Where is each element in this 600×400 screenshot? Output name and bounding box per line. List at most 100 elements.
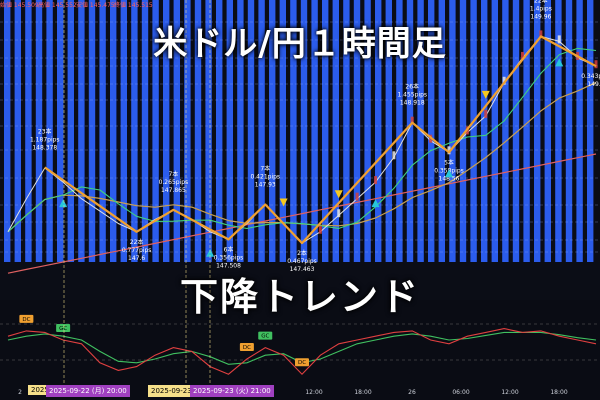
zigzag-label-2-0: 7本: [168, 170, 178, 178]
signal-down-2: [481, 90, 490, 99]
signal-down-0: [279, 198, 288, 207]
osc-badge-2: [239, 343, 254, 351]
osc-badge-label-0: GC: [59, 326, 67, 332]
session-band: [279, 0, 286, 262]
session-band: [99, 0, 106, 262]
zigzag-label-1-1: 0.777pips: [122, 247, 152, 254]
candle: [557, 35, 561, 44]
header-readout-open: 始値 145.509: [0, 2, 39, 9]
osc-badge-label-2: DC: [243, 345, 251, 351]
session-band: [544, 0, 551, 262]
candle: [539, 30, 543, 39]
osc-badges: GC DC DC GC DC: [19, 314, 309, 367]
zigzag-label-5-1: 0.467pips: [287, 258, 317, 265]
session-band: [247, 0, 255, 262]
zigzag-label-0-2: 148.378: [32, 144, 57, 151]
header-readout-high: 高値 145.552: [38, 2, 77, 9]
osc-badge-1: [19, 314, 34, 323]
session-bands: [4, 0, 594, 262]
zigzag-label-4-1: 0.421pips: [250, 173, 280, 180]
osc-main-line: [7, 328, 597, 375]
x-tick-11: 18:00: [550, 389, 567, 396]
zigzag-label-7-0: 5本: [444, 158, 454, 166]
session-band: [216, 0, 223, 262]
candle: [355, 192, 359, 201]
session-band: [226, 0, 233, 262]
trend-label: 下降トレンド: [179, 275, 420, 319]
x-tick-0: 2: [18, 389, 22, 396]
session-band: [332, 0, 339, 262]
session-band: [534, 0, 541, 262]
session-band: [184, 0, 191, 262]
session-band: [25, 0, 32, 262]
zigzag-label-4-2: 147.93: [255, 181, 276, 188]
zigzag-label-1-2: 147.6: [128, 255, 145, 262]
header-readout-close: 終値 145.515: [114, 2, 153, 9]
osc-badge-label-3: GC: [261, 334, 269, 340]
session-band: [406, 0, 414, 262]
session-band: [311, 0, 318, 262]
session-band: [396, 0, 403, 262]
session-band: [141, 0, 149, 262]
session-band: [57, 0, 64, 262]
osc-badge-label-4: DC: [298, 360, 306, 366]
session-band: [555, 0, 562, 262]
zigzag-label-9-1: 149.6: [587, 81, 600, 88]
signal-up-2: [371, 199, 380, 208]
signal-markers: [59, 58, 564, 257]
candle: [392, 151, 396, 160]
session-band: [428, 0, 435, 262]
session-band: [459, 0, 467, 262]
zigzag-label-1-0: 22本: [130, 238, 144, 246]
session-band: [523, 0, 530, 262]
session-band: [205, 0, 212, 262]
candle: [447, 146, 451, 155]
candle: [594, 60, 598, 69]
chart-title: 米ドル/円１時間足: [153, 24, 447, 64]
candle: [521, 51, 524, 60]
session-band: [353, 0, 361, 262]
session-band: [364, 0, 371, 262]
session-band: [290, 0, 297, 262]
session-band: [587, 0, 594, 262]
session-band: [14, 0, 21, 262]
zigzag-label-5-0: 2本: [297, 249, 307, 257]
session-band: [4, 0, 11, 262]
session-band: [565, 0, 573, 262]
session-band: [491, 0, 498, 262]
session-band: [343, 0, 350, 262]
zigzag-label-8-0: 22本: [534, 0, 548, 4]
zigzag-label-6-1: 1.455pips: [397, 92, 427, 99]
session-band: [385, 0, 392, 262]
session-band: [576, 0, 583, 262]
session-band: [449, 0, 456, 262]
zigzag-label-4-0: 7本: [260, 164, 270, 172]
session-band: [110, 0, 117, 262]
x-tick-7: 18:00: [354, 389, 371, 396]
signal-up-3: [445, 169, 453, 178]
session-band: [470, 0, 477, 262]
osc-pane-bg: [0, 300, 600, 400]
x-tick-9: 06:00: [452, 389, 469, 396]
signal-up-0: [59, 199, 68, 208]
zigzag-label-3-2: 147.508: [216, 262, 241, 269]
x-tick-8: 26: [408, 389, 416, 396]
session-band: [35, 0, 43, 262]
time-tag-1: 2025: [28, 385, 52, 395]
time-tag-4: 2025-09-23 (火) 21:00: [190, 385, 274, 397]
zigzag-line: [44, 35, 597, 245]
candle: [484, 109, 488, 118]
session-band: [375, 0, 382, 262]
session-band: [481, 0, 488, 262]
session-band: [173, 0, 180, 262]
x-tick-6: 12:00: [305, 389, 322, 396]
osc-badge-label-1: DC: [22, 317, 30, 323]
session-band: [163, 0, 170, 262]
candle: [502, 76, 506, 85]
zigzag-label-6-2: 148.918: [400, 100, 425, 107]
zigzag-label-3-0: 6本: [224, 245, 234, 253]
zigzag-label-3-1: 0.356pips: [214, 254, 244, 261]
zigzag-label-0-0: 23本: [38, 127, 52, 135]
